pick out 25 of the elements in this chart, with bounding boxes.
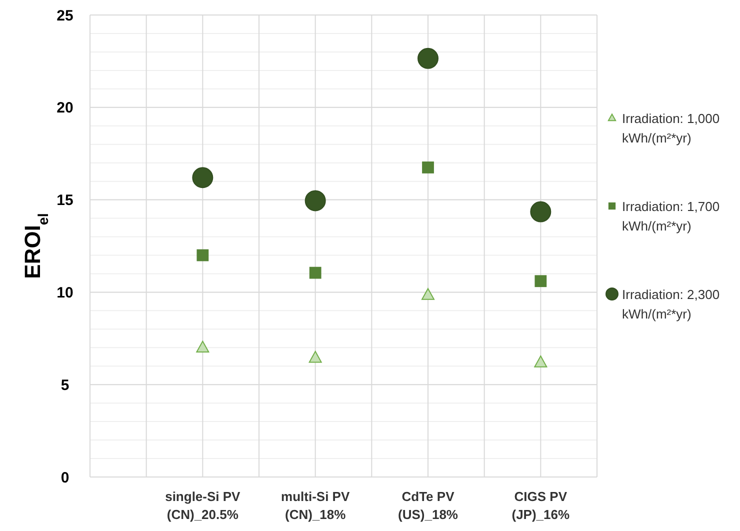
x-tick-label: multi-Si PV (CN)_18% [281,489,350,522]
x-tick-label: single-Si PV (CN)_20.5% [165,489,241,522]
point [192,167,214,188]
y-tick-label: 20 [56,100,74,117]
point [196,340,210,353]
point [422,288,434,300]
y-tick-label: 15 [56,192,74,210]
x-tick-label: CIGS PV (JP)_16% [512,489,570,522]
point [308,350,322,363]
x-tick-label: CdTe PV (US)_18% [398,489,458,522]
point [422,162,434,174]
legend-label: Irradiation: 1,700 kWh/(m²*yr) [622,199,720,234]
legend-label: Irradiation: 2,300 kWh/(m²*yr) [622,287,720,322]
y-tick-label: 0 [60,469,70,486]
point [196,249,209,262]
legend-label: Irradiation: 1,000 kWh/(m²*yr) [622,111,720,146]
y-tick-label: 5 [60,376,70,394]
y-tick-label: 25 [56,7,74,24]
point [304,190,326,212]
point [309,266,322,279]
y-tick-label: 10 [56,284,74,302]
point [534,275,547,288]
point [534,356,548,368]
point [418,48,438,69]
point [530,201,552,222]
